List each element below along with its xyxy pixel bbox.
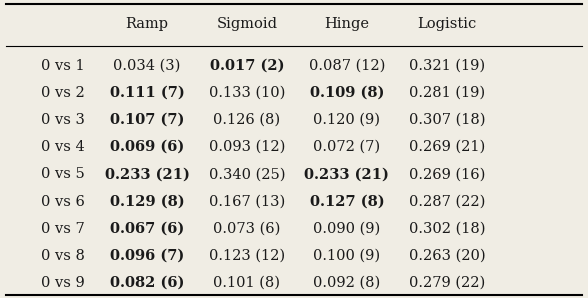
Text: 0.073 (6): 0.073 (6) xyxy=(213,222,280,236)
Text: 0.307 (18): 0.307 (18) xyxy=(409,113,485,127)
Text: 0.269 (16): 0.269 (16) xyxy=(409,167,485,181)
Text: 0.093 (12): 0.093 (12) xyxy=(209,140,285,154)
Text: Sigmoid: Sigmoid xyxy=(216,17,278,31)
Text: 0.302 (18): 0.302 (18) xyxy=(409,222,485,236)
Text: 0 vs 5: 0 vs 5 xyxy=(41,167,85,181)
Text: 0.120 (9): 0.120 (9) xyxy=(313,113,380,127)
Text: Logistic: Logistic xyxy=(417,17,476,31)
Text: 0.129 (8): 0.129 (8) xyxy=(110,195,184,209)
Text: 0.233 (21): 0.233 (21) xyxy=(105,167,189,181)
Text: 0 vs 2: 0 vs 2 xyxy=(41,86,85,100)
Text: 0.067 (6): 0.067 (6) xyxy=(110,222,184,236)
Text: 0 vs 8: 0 vs 8 xyxy=(41,249,85,263)
Text: 0.034 (3): 0.034 (3) xyxy=(113,59,181,72)
Text: Hinge: Hinge xyxy=(325,17,369,31)
Text: 0.072 (7): 0.072 (7) xyxy=(313,140,380,154)
Text: 0.111 (7): 0.111 (7) xyxy=(109,86,185,100)
Text: 0.123 (12): 0.123 (12) xyxy=(209,249,285,263)
Text: Ramp: Ramp xyxy=(125,17,169,31)
Text: 0.090 (9): 0.090 (9) xyxy=(313,222,380,236)
Text: 0.107 (7): 0.107 (7) xyxy=(110,113,184,127)
Text: 0.321 (19): 0.321 (19) xyxy=(409,59,485,72)
Text: 0.269 (21): 0.269 (21) xyxy=(409,140,485,154)
Text: 0.109 (8): 0.109 (8) xyxy=(310,86,384,100)
Text: 0.167 (13): 0.167 (13) xyxy=(209,195,285,209)
Text: 0.233 (21): 0.233 (21) xyxy=(305,167,389,181)
Text: 0.279 (22): 0.279 (22) xyxy=(409,276,485,290)
Text: 0 vs 3: 0 vs 3 xyxy=(41,113,85,127)
Text: 0.281 (19): 0.281 (19) xyxy=(409,86,485,100)
Text: 0 vs 9: 0 vs 9 xyxy=(41,276,85,290)
Text: 0.092 (8): 0.092 (8) xyxy=(313,276,380,290)
Text: 0.133 (10): 0.133 (10) xyxy=(209,86,285,100)
Text: 0 vs 6: 0 vs 6 xyxy=(41,195,85,209)
Text: 0.069 (6): 0.069 (6) xyxy=(110,140,184,154)
Text: 0.340 (25): 0.340 (25) xyxy=(209,167,285,181)
Text: 0.017 (2): 0.017 (2) xyxy=(210,59,284,72)
Text: 0 vs 7: 0 vs 7 xyxy=(41,222,85,236)
Text: 0 vs 4: 0 vs 4 xyxy=(41,140,85,154)
Text: 0.126 (8): 0.126 (8) xyxy=(213,113,280,127)
Text: 0.287 (22): 0.287 (22) xyxy=(409,195,485,209)
Text: 0.263 (20): 0.263 (20) xyxy=(409,249,485,263)
Text: 0.096 (7): 0.096 (7) xyxy=(110,249,184,263)
Text: 0.101 (8): 0.101 (8) xyxy=(213,276,280,290)
Text: 0.082 (6): 0.082 (6) xyxy=(110,276,184,290)
Text: 0.087 (12): 0.087 (12) xyxy=(309,59,385,72)
Text: 0.127 (8): 0.127 (8) xyxy=(310,195,384,209)
Text: 0 vs 1: 0 vs 1 xyxy=(41,59,85,72)
Text: 0.100 (9): 0.100 (9) xyxy=(313,249,380,263)
